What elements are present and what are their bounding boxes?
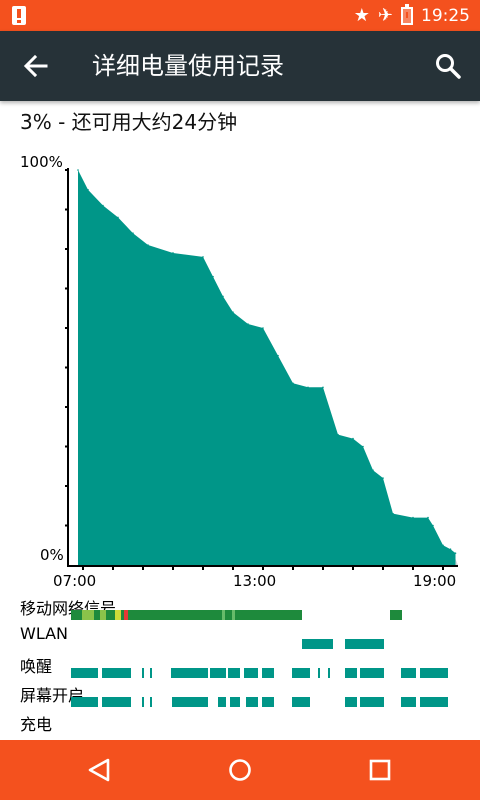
row-label-awake: 唤醒 — [20, 657, 53, 676]
battery-data-point — [362, 445, 364, 448]
x-label-2: 13:00 — [233, 572, 277, 590]
circle-home-icon[interactable] — [222, 752, 258, 788]
battery-data-point — [232, 311, 234, 313]
battery-data-point — [262, 327, 264, 329]
arrow-left-icon[interactable] — [22, 52, 50, 80]
battery-chart-svg — [65, 168, 458, 570]
battery-level-area — [78, 170, 456, 565]
battery-data-point — [77, 169, 79, 171]
battery-data-point — [442, 544, 444, 547]
battery-data-point — [412, 516, 414, 519]
awake-bar — [71, 668, 448, 678]
battery-data-point — [392, 512, 394, 515]
search-icon[interactable] — [434, 52, 462, 80]
x-label-1: 07:00 — [53, 572, 97, 590]
star-icon: ★ — [353, 5, 370, 26]
battery-data-point — [307, 386, 309, 389]
navigation-bar — [0, 740, 480, 800]
battery-icon — [401, 4, 413, 25]
battery-data-point — [87, 188, 89, 191]
triangle-back-icon[interactable] — [81, 752, 117, 788]
battery-data-point — [202, 256, 204, 258]
activity-bars — [71, 610, 448, 707]
square-recents-icon[interactable] — [362, 752, 398, 788]
page-title: 详细电量使用记录 — [92, 52, 284, 80]
battery-data-point — [117, 216, 119, 219]
x-label-3: 19:00 — [413, 572, 457, 590]
y-label-top: 100% — [20, 153, 63, 171]
battery-data-point — [432, 524, 434, 527]
status-time: 19:25 — [421, 6, 470, 26]
airplane-icon: ✈ — [377, 5, 393, 26]
row-label-wlan: WLAN — [20, 624, 69, 643]
battery-data-point — [132, 232, 134, 234]
battery-data-point — [102, 204, 104, 207]
battery-data-point — [454, 552, 457, 554]
status-bar: ★ ✈ 19:25 — [0, 0, 480, 31]
battery-data-point — [212, 275, 214, 278]
battery-data-point — [277, 354, 279, 357]
screen-on-bar — [71, 697, 448, 707]
battery-data-point — [449, 548, 452, 550]
battery-data-point — [322, 386, 324, 389]
row-label-charging: 充电 — [20, 715, 53, 734]
y-label-bottom: 0% — [40, 546, 64, 564]
battery-data-point — [352, 437, 354, 440]
battery-data-point — [337, 433, 339, 436]
battery-data-point — [172, 252, 174, 254]
battery-data-point — [247, 323, 249, 325]
battery-summary: 3% - 还可用大约24分钟 — [20, 110, 238, 134]
battery-data-point — [427, 516, 429, 519]
wlan-bar — [302, 639, 384, 649]
app-toolbar: 详细电量使用记录 — [0, 31, 480, 101]
alert-icon — [12, 6, 26, 25]
battery-data-point — [222, 295, 224, 298]
battery-history-chart: 100% 0% 07:00 13:00 19:00 — [0, 148, 480, 590]
battery-data-point — [292, 382, 294, 385]
battery-data-point — [147, 244, 149, 246]
row-label-screen-on: 屏幕开启 — [20, 686, 85, 705]
mobile-signal-bar — [71, 610, 402, 620]
battery-data-point — [372, 469, 374, 472]
battery-data-point — [382, 477, 384, 479]
